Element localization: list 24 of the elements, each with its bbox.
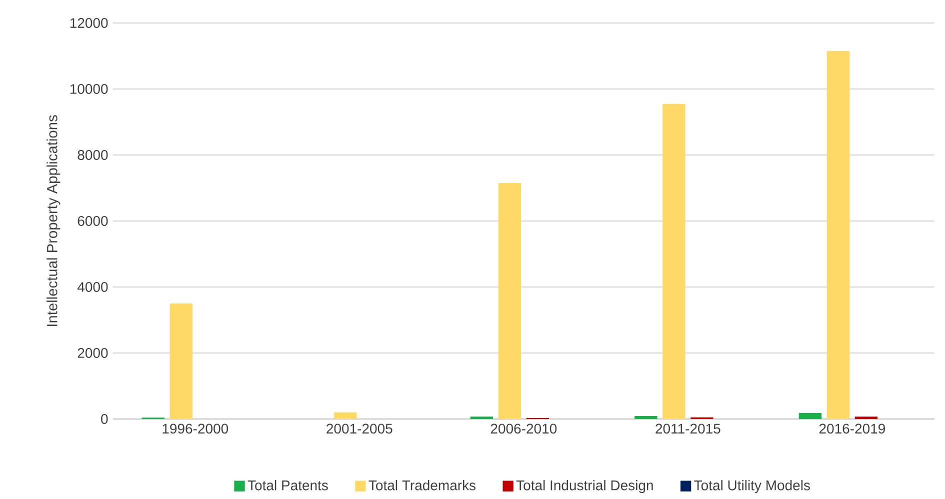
- y-tick-label: 8000: [78, 150, 108, 160]
- x-tick-label: 1996-2000: [162, 424, 228, 434]
- y-tick-label: 2000: [78, 348, 108, 358]
- y-tick-label: 12000: [70, 18, 108, 28]
- bar: [826, 51, 850, 419]
- bar: [498, 183, 522, 419]
- bar: [170, 303, 192, 419]
- y-axis-title: Intellectual Property Applications: [46, 115, 60, 326]
- legend-label: Total Utility Models: [694, 480, 810, 494]
- legend-label: Total Patents: [248, 480, 328, 490]
- y-tick-label: 6000: [78, 216, 108, 226]
- legend-label: Total Industrial Design: [516, 480, 653, 494]
- bar: [634, 416, 658, 419]
- legend-label: Total Trademarks: [368, 480, 476, 490]
- bar: [334, 412, 357, 419]
- x-tick-label: 2006-2010: [490, 424, 557, 434]
- x-tick-label: 2016-2019: [819, 424, 885, 434]
- bar: [798, 413, 822, 419]
- bar: [662, 104, 686, 419]
- y-tick-label: 4000: [77, 282, 108, 292]
- y-tick-label: 0: [101, 414, 108, 424]
- y-tick-label: 10000: [70, 84, 108, 94]
- x-tick-label: 2011-2015: [656, 424, 720, 434]
- x-tick-label: 2001-2005: [326, 424, 392, 434]
